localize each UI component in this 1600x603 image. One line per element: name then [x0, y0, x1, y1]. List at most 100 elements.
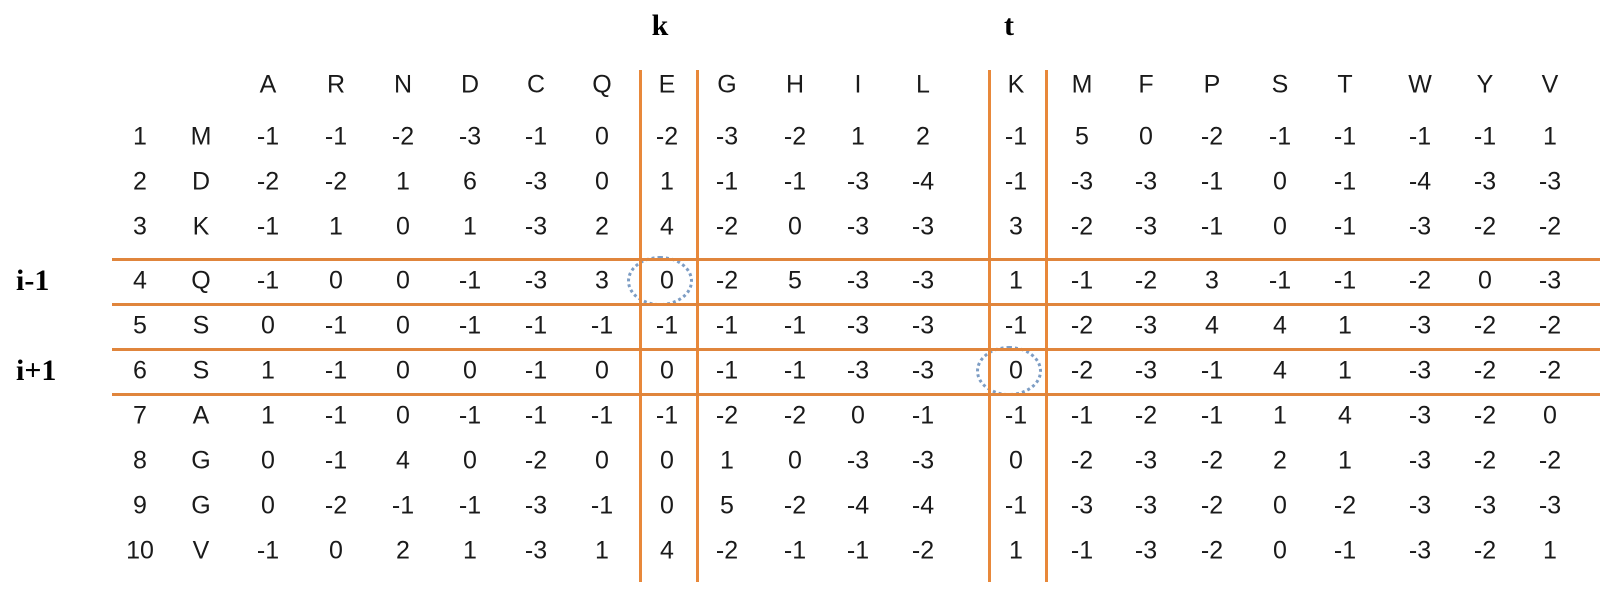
cell-r2-Q: 0: [595, 167, 609, 196]
cell-r2-V: -3: [1538, 167, 1562, 196]
vertical-line-t-left: [988, 70, 991, 582]
cell-r5-F: -3: [1134, 311, 1158, 340]
cell-r5-V: -2: [1538, 311, 1562, 340]
cell-r2-N: 1: [396, 167, 410, 196]
cell-r7-F: -2: [1134, 401, 1158, 430]
cell-r10-G: -2: [715, 536, 739, 565]
cell-r8-D: 0: [463, 446, 477, 475]
cell-r9-W: -3: [1408, 491, 1432, 520]
row-residue-6: S: [192, 356, 210, 385]
column-header-N: N: [393, 70, 413, 99]
cell-r9-E: 0: [660, 491, 674, 520]
cell-r5-P: 4: [1205, 311, 1219, 340]
cell-r9-K: -1: [1004, 491, 1028, 520]
cell-r6-D: 0: [463, 356, 477, 385]
cell-r1-K: -1: [1004, 122, 1028, 151]
cell-r5-T: 1: [1338, 311, 1352, 340]
cell-r7-C: -1: [524, 401, 548, 430]
cell-r2-P: -1: [1200, 167, 1224, 196]
cell-r2-A: -2: [256, 167, 280, 196]
cell-r6-Q: 0: [595, 356, 609, 385]
cell-r4-M: -1: [1070, 266, 1094, 295]
row-residue-8: G: [191, 446, 211, 475]
cell-r6-I: -3: [846, 356, 870, 385]
cell-r9-S: 0: [1273, 491, 1287, 520]
row-number-3: 3: [133, 212, 147, 241]
cell-r5-M: -2: [1070, 311, 1094, 340]
cell-r7-S: 1: [1273, 401, 1287, 430]
cell-r1-I: 1: [851, 122, 865, 151]
row-marker-i-plus-1: i+1: [16, 354, 57, 387]
cell-r6-C: -1: [524, 356, 548, 385]
column-header-H: H: [785, 70, 805, 99]
cell-r7-Q: -1: [590, 401, 614, 430]
cell-r4-T: -1: [1333, 266, 1357, 295]
cell-r5-D: -1: [458, 311, 482, 340]
cell-r1-N: -2: [391, 122, 415, 151]
cell-r2-D: 6: [463, 167, 477, 196]
cell-r7-E: -1: [655, 401, 679, 430]
cell-r1-T: -1: [1333, 122, 1357, 151]
cell-r9-M: -3: [1070, 491, 1094, 520]
cell-r10-L: -2: [911, 536, 935, 565]
cell-r7-V: 0: [1543, 401, 1557, 430]
cell-r1-P: -2: [1200, 122, 1224, 151]
row-residue-5: S: [192, 311, 210, 340]
cell-r10-Y: -2: [1473, 536, 1497, 565]
cell-r10-K: 1: [1009, 536, 1023, 565]
vertical-line-t-right: [1045, 70, 1048, 582]
cell-r1-R: -1: [324, 122, 348, 151]
cell-r9-H: -2: [783, 491, 807, 520]
row-number-9: 9: [133, 491, 147, 520]
cell-r7-Y: -2: [1473, 401, 1497, 430]
row-residue-1: M: [190, 122, 212, 151]
cell-r5-G: -1: [715, 311, 739, 340]
cell-r5-A: 0: [261, 311, 275, 340]
cell-r1-L: 2: [916, 122, 930, 151]
cell-r6-G: -1: [715, 356, 739, 385]
cell-r1-V: 1: [1543, 122, 1557, 151]
cell-r6-N: 0: [396, 356, 410, 385]
cell-r5-E: -1: [655, 311, 679, 340]
cell-r3-M: -2: [1070, 212, 1094, 241]
cell-r6-R: -1: [324, 356, 348, 385]
cell-r10-I: -1: [846, 536, 870, 565]
cell-r5-C: -1: [524, 311, 548, 340]
cell-r2-Y: -3: [1473, 167, 1497, 196]
column-marker-t: t: [1004, 9, 1014, 42]
cell-r10-P: -2: [1200, 536, 1224, 565]
cell-r2-C: -3: [524, 167, 548, 196]
cell-r3-W: -3: [1408, 212, 1432, 241]
cell-r7-D: -1: [458, 401, 482, 430]
cell-r8-E: 0: [660, 446, 674, 475]
row-number-7: 7: [133, 401, 147, 430]
cell-r5-Y: -2: [1473, 311, 1497, 340]
cell-r3-S: 0: [1273, 212, 1287, 241]
column-header-F: F: [1138, 70, 1154, 99]
cell-r3-P: -1: [1200, 212, 1224, 241]
cell-r7-A: 1: [261, 401, 275, 430]
cell-r1-D: -3: [458, 122, 482, 151]
vertical-line-k-left: [639, 70, 642, 582]
cell-r1-W: -1: [1408, 122, 1432, 151]
column-header-Y: Y: [1476, 70, 1494, 99]
cell-r4-I: -3: [846, 266, 870, 295]
column-header-C: C: [526, 70, 546, 99]
cell-r6-L: -3: [911, 356, 935, 385]
cell-r2-S: 0: [1273, 167, 1287, 196]
cell-r8-R: -1: [324, 446, 348, 475]
cell-r4-K: 1: [1009, 266, 1023, 295]
cell-r9-T: -2: [1333, 491, 1357, 520]
cell-r8-K: 0: [1009, 446, 1023, 475]
cell-r9-L: -4: [911, 491, 935, 520]
cell-r6-E: 0: [660, 356, 674, 385]
horizontal-line-below-row-4: [112, 303, 1600, 306]
cell-r10-Q: 1: [595, 536, 609, 565]
cell-r10-V: 1: [1543, 536, 1557, 565]
cell-r7-R: -1: [324, 401, 348, 430]
cell-r5-K: -1: [1004, 311, 1028, 340]
cell-r5-Q: -1: [590, 311, 614, 340]
row-number-5: 5: [133, 311, 147, 340]
cell-r7-T: 4: [1338, 401, 1352, 430]
